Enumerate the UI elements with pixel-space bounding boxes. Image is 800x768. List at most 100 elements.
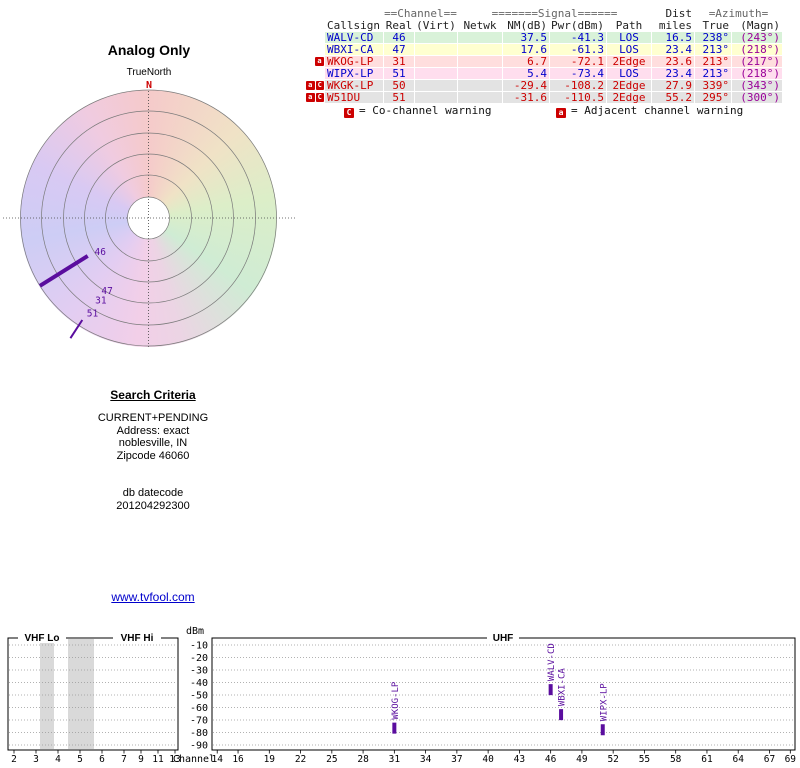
search-criteria-line: noblesville, IN	[118, 437, 188, 449]
cell-network	[458, 92, 502, 103]
x-tick-label: 14	[211, 754, 223, 765]
search-criteria-line: Address: exact	[116, 424, 190, 437]
cell-callsign: WBXI-CA	[325, 44, 383, 55]
cell-true-azimuth: 238°	[695, 32, 731, 43]
cell-real-channel: 50	[384, 80, 414, 91]
cell-noise-margin: -31.6	[503, 92, 549, 103]
col-header-miles: miles	[658, 19, 692, 32]
search-criteria: Search Criteria CURRENT+PENDING Address: …	[40, 388, 266, 512]
row-warning-icons	[306, 44, 324, 55]
cell-true-azimuth: 213°	[695, 68, 731, 79]
cell-real-channel: 31	[384, 56, 414, 67]
cell-virtual-channel	[415, 56, 457, 67]
y-tick-label: -80	[190, 728, 208, 739]
y-tick-label: -30	[190, 666, 208, 677]
row-warning-icons	[306, 32, 324, 43]
polar-station-label: 51	[87, 309, 99, 320]
band-label-vhf-lo: VHF Lo	[25, 633, 60, 644]
y-tick-label: -70	[190, 716, 208, 727]
cell-noise-margin: 6.7	[503, 56, 549, 67]
x-tick-label: 64	[732, 754, 744, 765]
x-tick-label: 4	[55, 754, 61, 765]
y-tick-label: -60	[190, 703, 208, 714]
cell-network	[458, 68, 502, 79]
cell-virtual-channel	[415, 92, 457, 103]
polar-station-label: 47	[101, 286, 112, 297]
cell-magnetic-azimuth: (217°)	[732, 56, 782, 67]
x-tick-label: 52	[607, 754, 618, 765]
adjacent-channel-warning-icon: a	[315, 57, 324, 66]
legend-adjacent-channel: a = Adjacent channel warning	[556, 104, 743, 118]
tvfool-link[interactable]: www.tvfool.com	[111, 590, 195, 604]
y-tick-label: -50	[190, 691, 208, 702]
signal-callsign-label: WALV-CD	[547, 643, 557, 681]
cell-callsign: WALV-CD	[325, 32, 383, 43]
plot-title: Analog Only	[107, 42, 191, 58]
cell-noise-margin: 17.6	[503, 44, 549, 55]
x-tick-label: 37	[451, 754, 462, 765]
legend-co-text: = Co-channel warning	[359, 104, 492, 117]
adjacent-channel-warning-icon: a	[556, 108, 566, 118]
north-marker: N	[145, 80, 153, 91]
cell-true-azimuth: 339°	[695, 80, 731, 91]
cell-noise-margin: -29.4	[503, 80, 549, 91]
x-tick-label: 43	[514, 754, 525, 765]
y-tick-label: -20	[190, 653, 208, 664]
legend-adj-text: = Adjacent channel warning	[571, 104, 744, 117]
x-tick-label: 46	[545, 754, 557, 765]
group-header-signal: =======Signal======	[491, 7, 618, 20]
signal-callsign-label: WIPX-LP	[599, 683, 609, 722]
x-tick-label: 55	[639, 754, 650, 765]
cell-noise-margin: 37.5	[503, 32, 549, 43]
cell-power: -41.3	[550, 32, 606, 43]
y-tick-label: -90	[190, 741, 208, 752]
x-tick-label: 49	[576, 754, 588, 765]
cell-path: 2Edge	[607, 56, 651, 67]
cell-path: LOS	[607, 68, 651, 79]
co-channel-warning-icon: C	[344, 108, 354, 118]
cell-true-azimuth: 295°	[695, 92, 731, 103]
group-header-channel: ==Channel==	[384, 7, 457, 20]
cell-magnetic-azimuth: (300°)	[732, 92, 782, 103]
cell-network	[458, 44, 502, 55]
x-tick-label: 61	[701, 754, 713, 765]
channel-power-chart: -10-20 -30-40 -50-60 -70-80 -90 VHF Lo VHF Hi U…	[7, 626, 796, 765]
signal-callsign-label: WBXI-CA	[558, 668, 568, 707]
cell-virtual-channel	[415, 80, 457, 91]
signal-marker	[548, 684, 553, 696]
cell-noise-margin: 5.4	[503, 68, 549, 79]
band-label-uhf: UHF	[493, 633, 514, 644]
legend-co-channel: C = Co-channel warning	[344, 104, 491, 118]
y-axis-title: dBm	[186, 626, 204, 637]
cell-distance: 27.9	[652, 80, 694, 91]
col-header-true: True	[702, 19, 730, 32]
db-datecode-value: 201204292300	[116, 499, 190, 512]
x-tick-label: 7	[121, 754, 127, 765]
x-tick-label: 5	[77, 754, 83, 765]
adjacent-channel-warning-icon: a	[306, 81, 315, 90]
x-tick-label: 6	[99, 754, 105, 765]
cell-callsign: WKOG-LP	[325, 56, 383, 67]
x-tick-label: 3	[33, 754, 39, 765]
signal-callsign-label: WKOG-LP	[391, 681, 401, 720]
cell-network	[458, 80, 502, 91]
cell-distance: 16.5	[652, 32, 694, 43]
signal-marker	[392, 722, 397, 734]
cell-magnetic-azimuth: (218°)	[732, 44, 782, 55]
polar-station-ray	[69, 319, 84, 339]
group-header-dist: Dist	[665, 7, 693, 20]
col-header-magn: (Magn)	[740, 19, 780, 32]
cell-power: -61.3	[550, 44, 606, 55]
footer-link-wrap: www.tvfool.com	[40, 586, 266, 605]
col-header-nm: NM(dB)	[507, 19, 547, 32]
signal-marker	[559, 709, 564, 721]
row-warning-icons: a	[306, 56, 324, 67]
signal-table-rows: WALV-CD 46 37.5 -41.3 LOS 16.5 238° (243°) WBXI-…	[306, 32, 782, 103]
true-north-label: TrueNorth	[126, 67, 172, 78]
cell-callsign: WIPX-LP	[325, 68, 383, 79]
cell-path: LOS	[607, 44, 651, 55]
